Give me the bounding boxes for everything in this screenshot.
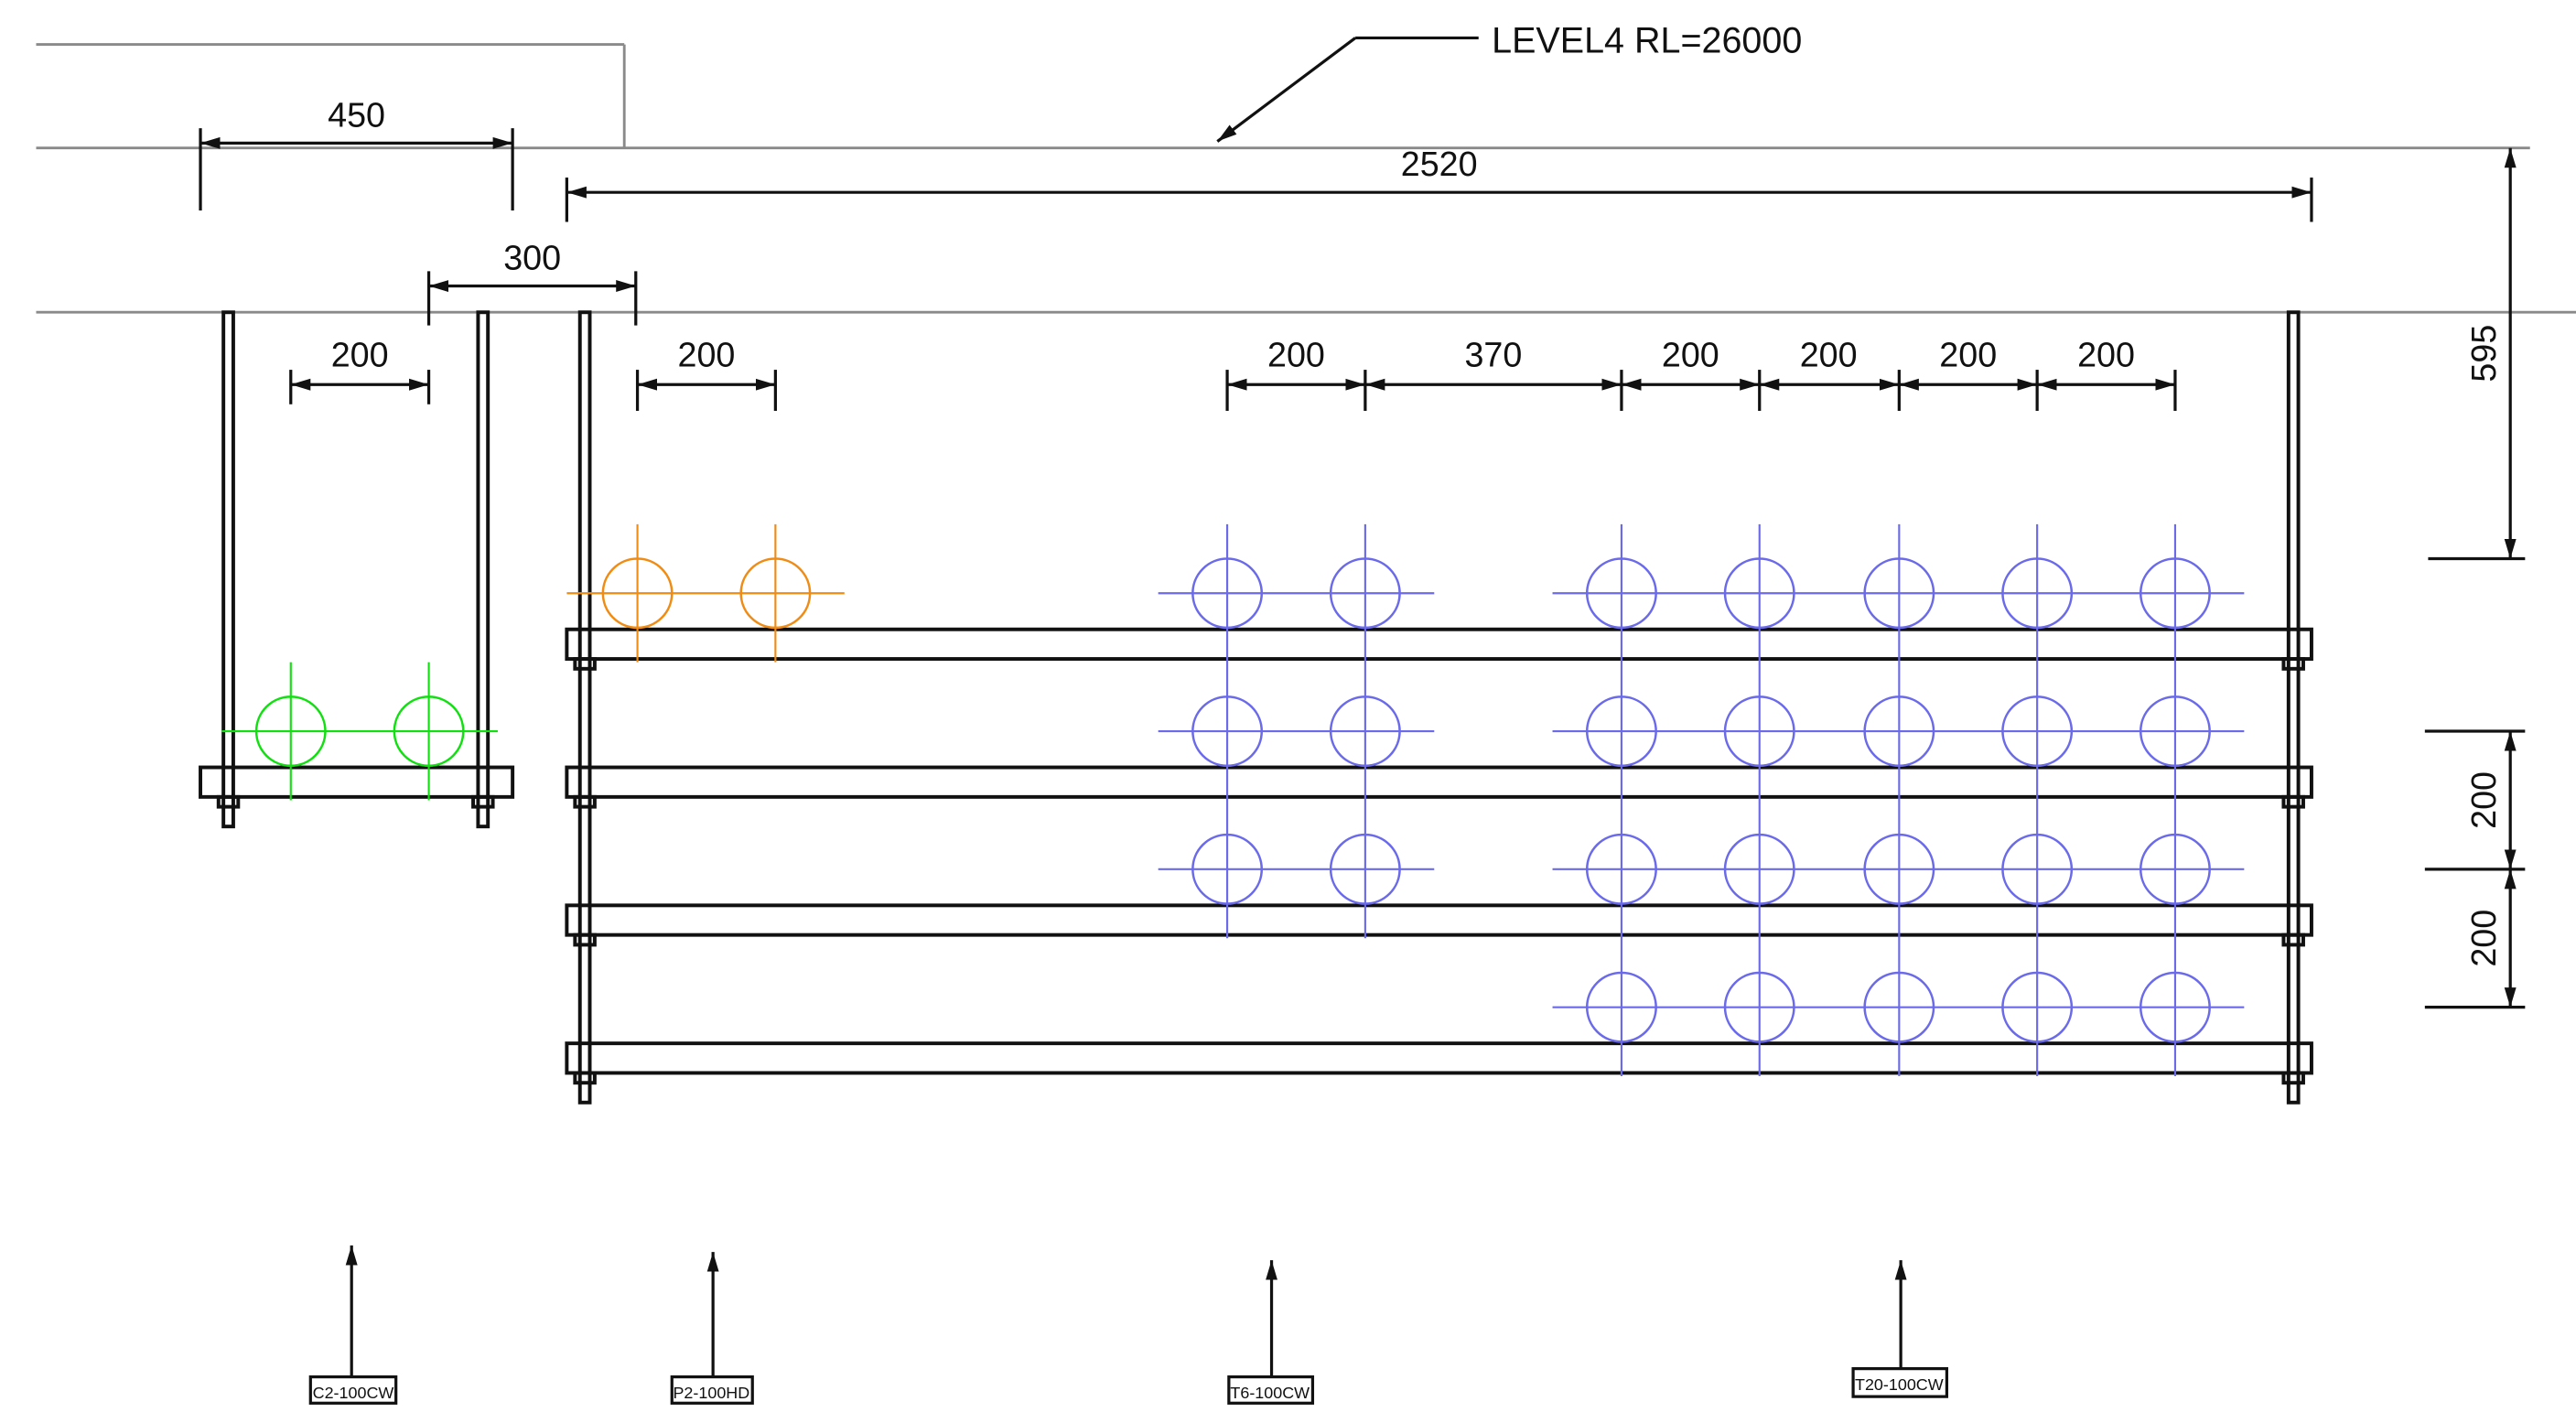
t20-cable bbox=[2001, 695, 2074, 768]
nut bbox=[573, 794, 597, 809]
dim-p2-label: 200 bbox=[678, 335, 736, 373]
p2-tag-label: P2-100HD bbox=[673, 1384, 749, 1402]
dim-450-label: 450 bbox=[328, 95, 385, 134]
t20-cable bbox=[1863, 557, 1935, 630]
t20-cable bbox=[2139, 557, 2211, 630]
vertical-dimensions: 595 200 200 bbox=[2424, 147, 2526, 1009]
c2-tag-box bbox=[308, 1374, 398, 1405]
dim-t20-label-3: 200 bbox=[1939, 335, 1997, 373]
nut bbox=[2281, 1071, 2305, 1085]
t6-cable bbox=[1329, 557, 1401, 630]
dim-tier-2-label: 200 bbox=[2464, 910, 2503, 967]
t20-cable bbox=[2139, 833, 2211, 905]
rod-nuts bbox=[216, 657, 2305, 1085]
dim-c2-label: 200 bbox=[331, 335, 389, 373]
t6-cable bbox=[1191, 695, 1264, 768]
t20-cable bbox=[2001, 833, 2074, 905]
t20-cable bbox=[1723, 695, 1795, 768]
t20-cable bbox=[1723, 557, 1795, 630]
dim-300-label: 300 bbox=[503, 239, 561, 277]
cable-spacing-dims: 200 200 200 370 200 200 200 200 bbox=[289, 335, 2177, 411]
t20-cable bbox=[2001, 971, 2074, 1043]
t20-tag-box bbox=[1851, 1366, 1949, 1398]
t20-cable bbox=[1863, 833, 1935, 905]
dim-t20-label-4: 200 bbox=[2077, 335, 2135, 373]
nut bbox=[573, 932, 597, 947]
left-rod-a bbox=[221, 310, 235, 829]
main-rod-left bbox=[577, 310, 592, 1105]
main-tray-rail-2 bbox=[565, 765, 2313, 799]
t20-cable bbox=[1863, 695, 1935, 768]
t6-cable bbox=[1329, 695, 1401, 768]
t20-cable bbox=[2139, 971, 2211, 1043]
nut bbox=[2281, 657, 2305, 671]
dim-2520-label: 2520 bbox=[1401, 145, 1478, 183]
nut bbox=[2281, 932, 2305, 947]
level-label: LEVEL4 RL=26000 bbox=[1492, 21, 1802, 61]
nut bbox=[216, 794, 241, 809]
t6-tag-label: T6-100CW bbox=[1230, 1384, 1310, 1402]
t20-cable bbox=[1585, 971, 1657, 1043]
main-tray-rail-3 bbox=[565, 903, 2313, 937]
c2-cable bbox=[393, 695, 465, 768]
dim-tier-1-label: 200 bbox=[2464, 771, 2503, 829]
p2-cable-group bbox=[566, 523, 845, 663]
p2-cable bbox=[739, 557, 812, 630]
t20-cable bbox=[1723, 971, 1795, 1043]
main-tray-rail-4 bbox=[565, 1041, 2313, 1075]
horizontal-dimensions: 450 2520 300 200 200 bbox=[199, 95, 2313, 411]
dim-t20-label-1: 200 bbox=[1662, 335, 1719, 373]
t6-cable bbox=[1191, 557, 1264, 630]
t6-cable bbox=[1191, 833, 1264, 905]
nut bbox=[573, 1071, 597, 1085]
t20-tag-label: T20-100CW bbox=[1855, 1375, 1944, 1394]
c2-cable bbox=[254, 695, 327, 768]
t6-cable bbox=[1329, 833, 1401, 905]
dim-t20-label-2: 200 bbox=[1800, 335, 1858, 373]
nut bbox=[573, 657, 597, 671]
cable-groups bbox=[221, 523, 2245, 1077]
t20-cable bbox=[1585, 557, 1657, 630]
main-rod-right bbox=[2286, 310, 2301, 1105]
main-tray-rail-1 bbox=[565, 627, 2313, 662]
t20-cable bbox=[1585, 833, 1657, 905]
p2-tag-box bbox=[670, 1374, 754, 1405]
t6-cable-group bbox=[1158, 523, 1435, 939]
t20-cable bbox=[1863, 971, 1935, 1043]
dim-595-label: 595 bbox=[2464, 325, 2503, 383]
t20-cable-group bbox=[1552, 523, 2245, 1077]
nut bbox=[2281, 794, 2305, 809]
level-callout: LEVEL4 RL=26000 bbox=[1216, 21, 1802, 143]
t20-cable bbox=[2139, 695, 2211, 768]
c2-cable-group bbox=[221, 662, 498, 801]
level-leader-arrow bbox=[1216, 37, 1357, 143]
hanger-rods bbox=[221, 310, 2301, 1105]
dim-t6-label: 200 bbox=[1267, 335, 1325, 373]
left-tray-rail bbox=[199, 765, 515, 799]
c2-tag-label: C2-100CW bbox=[313, 1384, 394, 1402]
left-rod-b bbox=[476, 310, 490, 829]
p2-cable bbox=[601, 557, 674, 630]
building-structure bbox=[36, 43, 2576, 314]
tray-rails bbox=[199, 627, 2313, 1085]
t6-tag-box bbox=[1227, 1374, 1315, 1405]
t20-cable bbox=[2001, 557, 2074, 630]
nut bbox=[471, 794, 495, 809]
t20-cable bbox=[1723, 833, 1795, 905]
t20-cable bbox=[1585, 695, 1657, 768]
cable-tags: C2-100CW P2-100HD T6-100CW T20-100CW bbox=[308, 1245, 1949, 1405]
dim-gap-label: 370 bbox=[1464, 335, 1522, 373]
